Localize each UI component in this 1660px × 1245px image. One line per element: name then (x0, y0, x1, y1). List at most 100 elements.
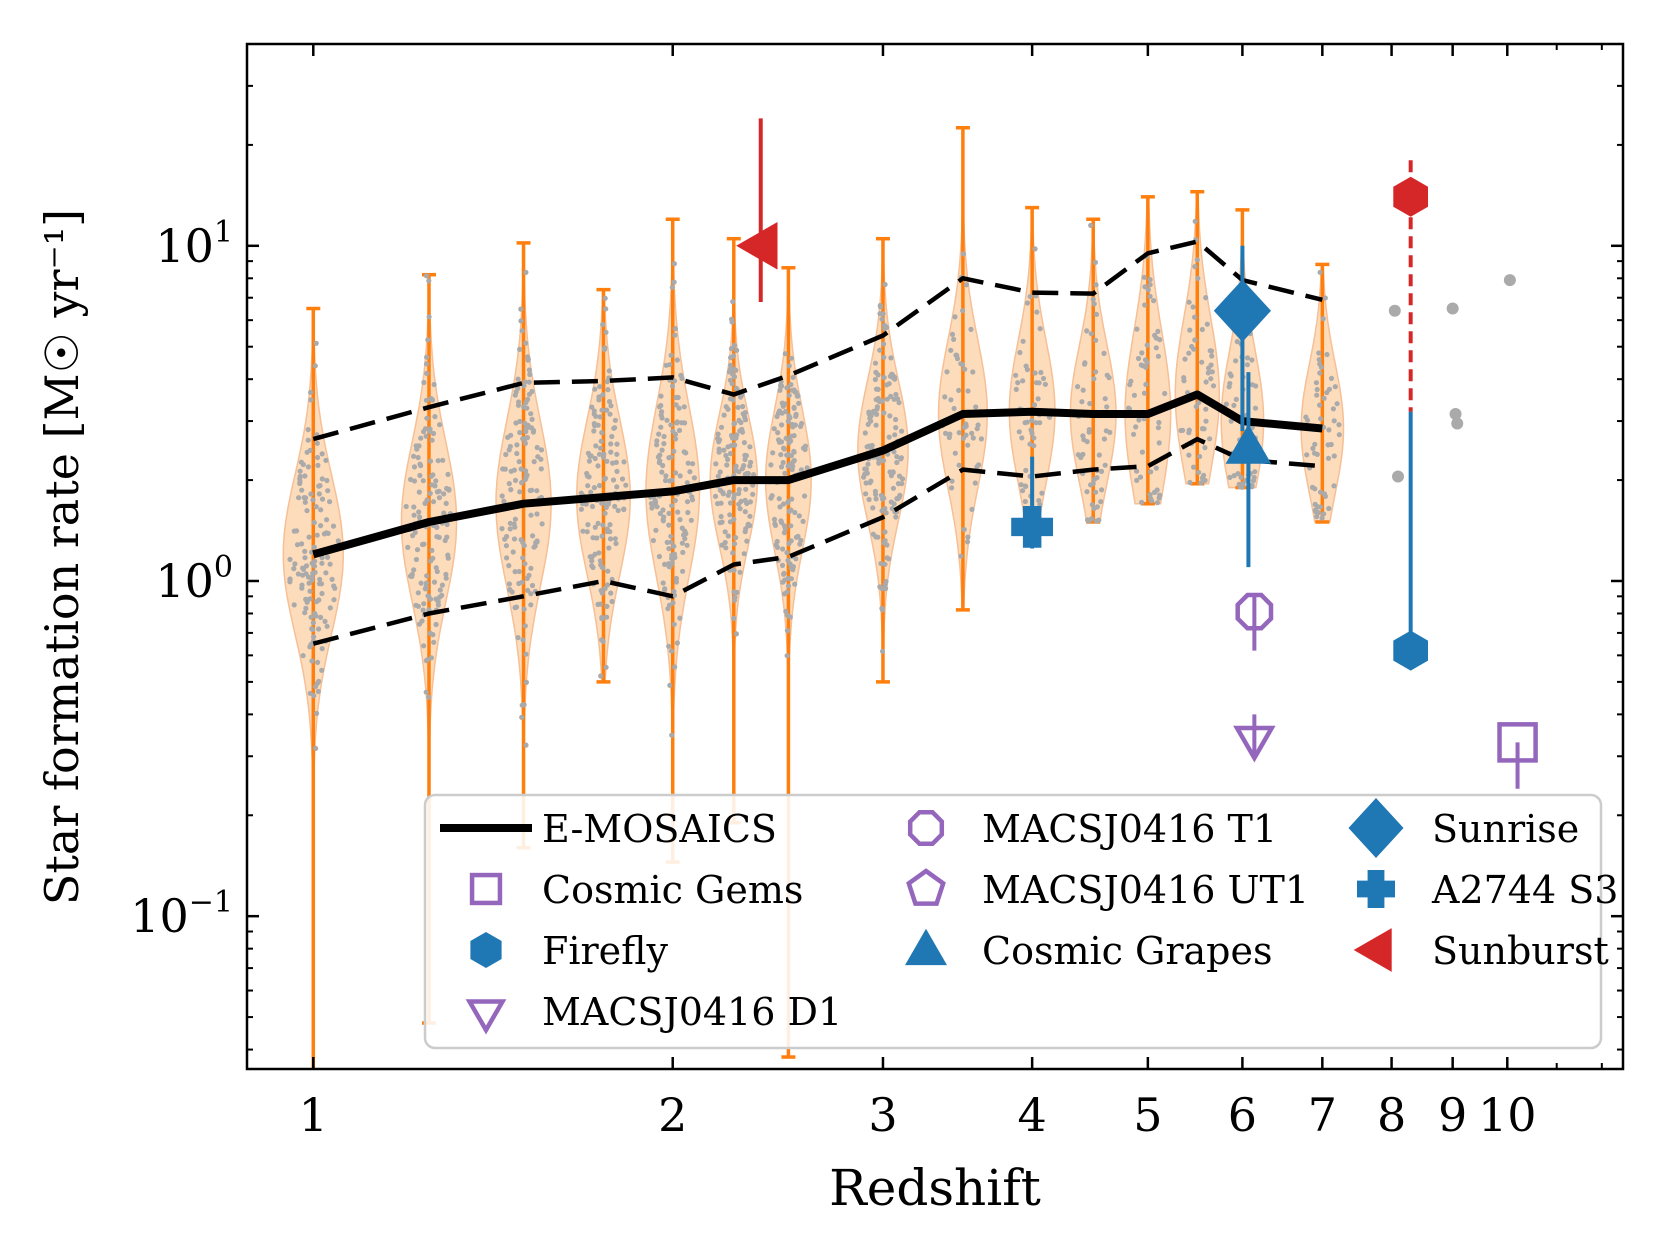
sample-point (1321, 511, 1327, 517)
sample-point (789, 387, 796, 393)
sample-point (951, 336, 957, 342)
median-line (312, 390, 1323, 559)
sample-point (516, 399, 522, 405)
sample-point (731, 597, 738, 603)
sample-point (1090, 481, 1096, 487)
sample-point (608, 590, 614, 596)
sample-point (312, 610, 318, 617)
sample-point (517, 429, 523, 436)
sample-point (890, 469, 896, 475)
sample-point (969, 430, 975, 436)
sample-point (1096, 452, 1102, 458)
sample-point (747, 463, 753, 469)
x-tick-label: 2 (658, 1088, 687, 1142)
sample-point (666, 510, 672, 516)
sample-point (1321, 395, 1327, 401)
sample-point (604, 528, 610, 535)
marker-a2744-s3 (1011, 506, 1053, 548)
sample-point (713, 461, 719, 467)
sample-point (889, 505, 895, 512)
sample-point (1203, 406, 1209, 412)
sample-point (303, 596, 309, 603)
sample-point (424, 370, 430, 376)
sample-point (411, 453, 417, 459)
sample-point (670, 600, 676, 606)
sample-point (1027, 293, 1033, 300)
sample-point (586, 458, 593, 464)
sample-point (736, 469, 742, 475)
sample-point (744, 538, 750, 544)
legend-label-sunrise: Sunrise (1432, 807, 1579, 851)
sample-point (728, 362, 734, 368)
sample-point (606, 399, 613, 405)
sample-point (672, 332, 678, 338)
sample-point (619, 476, 626, 482)
sample-point (301, 495, 307, 501)
sample-point (654, 438, 660, 444)
sample-point (1075, 384, 1081, 390)
sample-point (319, 646, 325, 652)
sample-point (1332, 384, 1338, 390)
sample-point (310, 497, 316, 503)
sample-point (298, 459, 304, 465)
sample-point (727, 450, 734, 457)
sample-point (299, 487, 305, 493)
sample-point (314, 440, 320, 446)
sample-point (739, 466, 746, 472)
sample-point (521, 702, 527, 708)
sample-point (793, 534, 800, 540)
sample-point (681, 449, 687, 455)
sample-point (612, 503, 618, 509)
sample-point (519, 328, 525, 334)
sample-point (720, 489, 726, 496)
sample-point (522, 440, 529, 446)
sample-point (731, 567, 737, 573)
sample-point (684, 480, 690, 486)
sample-point (962, 366, 968, 372)
sample-point (600, 392, 606, 398)
sample-point (1134, 477, 1140, 483)
sample-point (873, 422, 879, 428)
sample-point (781, 571, 787, 577)
sample-point (881, 374, 887, 381)
sample-point (324, 623, 330, 629)
legend-label-macsj0416-d1: MACSJ0416 D1 (542, 990, 842, 1034)
sample-point (598, 438, 604, 444)
sample-point (599, 637, 605, 643)
sample-point (1091, 301, 1097, 307)
sample-point (725, 533, 731, 539)
sample-point (1147, 492, 1153, 498)
sample-point (522, 623, 528, 629)
sample-point (879, 605, 885, 612)
sample-point (784, 550, 790, 556)
sample-point (1034, 309, 1040, 315)
sample-point (604, 614, 610, 620)
sample-point (1207, 436, 1213, 442)
sample-point (419, 541, 426, 548)
sample-point (417, 472, 423, 479)
legend-marker-sunrise (1348, 798, 1404, 858)
sample-point (772, 521, 778, 527)
sample-point (1078, 454, 1084, 461)
y-tick-base: 10 (130, 889, 189, 943)
sample-point (747, 513, 753, 519)
sample-point (1187, 479, 1193, 486)
sample-point (1318, 364, 1324, 370)
sample-point (657, 510, 663, 517)
sample-point (733, 463, 739, 469)
marker-sunrise (1213, 279, 1272, 342)
sample-point (1203, 379, 1209, 385)
sample-point (1036, 380, 1042, 386)
sample-point (313, 340, 319, 346)
sample-point (304, 508, 310, 514)
sample-point (603, 664, 609, 670)
sample-point (792, 509, 798, 516)
sample-point (522, 379, 528, 385)
sample-point (520, 555, 526, 561)
sample-point (606, 368, 612, 374)
sample-point (318, 507, 324, 513)
sample-point (411, 567, 417, 573)
sample-point (866, 443, 872, 449)
sample-point (671, 543, 677, 550)
sample-point (751, 472, 757, 478)
